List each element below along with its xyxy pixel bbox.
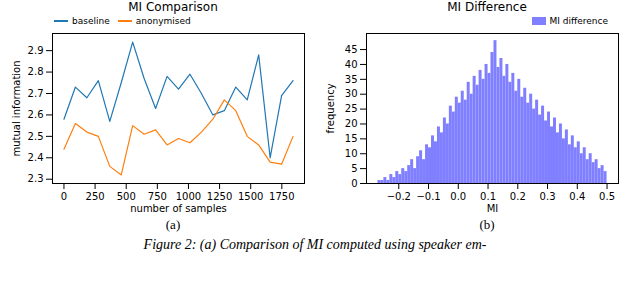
html-text:MI Difference: MI Difference	[447, 0, 527, 14]
svg-text:MI: MI	[487, 203, 499, 214]
svg-text:0.1: 0.1	[480, 191, 496, 202]
svg-text:0: 0	[351, 178, 357, 189]
svg-text:0.3: 0.3	[540, 191, 556, 202]
svg-text:0.5: 0.5	[599, 191, 615, 202]
svg-text:1750: 1750	[269, 191, 294, 202]
svg-text:500: 500	[117, 191, 136, 202]
svg-text:2.8: 2.8	[28, 66, 44, 77]
html-text:MI Comparison: MI Comparison	[128, 0, 218, 14]
svg-text:5: 5	[351, 163, 357, 174]
svg-text:30: 30	[345, 88, 358, 99]
svg-text:2.5: 2.5	[28, 131, 44, 142]
svg-text:2.7: 2.7	[28, 88, 44, 99]
svg-text:frequency: frequency	[325, 83, 336, 133]
svg-text:2.4: 2.4	[28, 152, 44, 163]
svg-text:1250: 1250	[207, 191, 232, 202]
html-text:(a): (a)	[165, 217, 181, 232]
svg-text:2.9: 2.9	[28, 45, 44, 56]
svg-text:number of samples: number of samples	[130, 203, 227, 214]
svg-text:1000: 1000	[176, 191, 201, 202]
html-text:MI difference: MI difference	[549, 16, 608, 26]
html-text:anonymised: anonymised	[135, 16, 191, 26]
svg-text:45: 45	[345, 44, 358, 55]
svg-text:0.2: 0.2	[510, 191, 526, 202]
html-text:baseline: baseline	[72, 16, 110, 26]
svg-text:20: 20	[345, 118, 358, 129]
svg-text:mutual information: mutual information	[11, 60, 22, 156]
svg-text:750: 750	[148, 191, 167, 202]
svg-text:40: 40	[345, 59, 358, 70]
svg-text:25: 25	[345, 103, 358, 114]
svg-text:2.6: 2.6	[28, 109, 44, 120]
svg-text:35: 35	[345, 74, 358, 85]
svg-text:0: 0	[61, 191, 67, 202]
html-text:(b): (b)	[479, 217, 495, 232]
svg-text:250: 250	[86, 191, 105, 202]
svg-text:0.0: 0.0	[450, 191, 466, 202]
svg-text:−0.2: −0.2	[387, 191, 411, 202]
svg-text:2.3: 2.3	[28, 173, 44, 184]
svg-text:0.4: 0.4	[569, 191, 585, 202]
svg-text:1500: 1500	[238, 191, 263, 202]
svg-text:15: 15	[345, 133, 358, 144]
html-text:Figure 2: (a) Comparison of MI: Figure 2: (a) Comparison of MI computed …	[143, 237, 487, 252]
svg-text:10: 10	[345, 148, 358, 159]
svg-text:−0.1: −0.1	[416, 191, 440, 202]
